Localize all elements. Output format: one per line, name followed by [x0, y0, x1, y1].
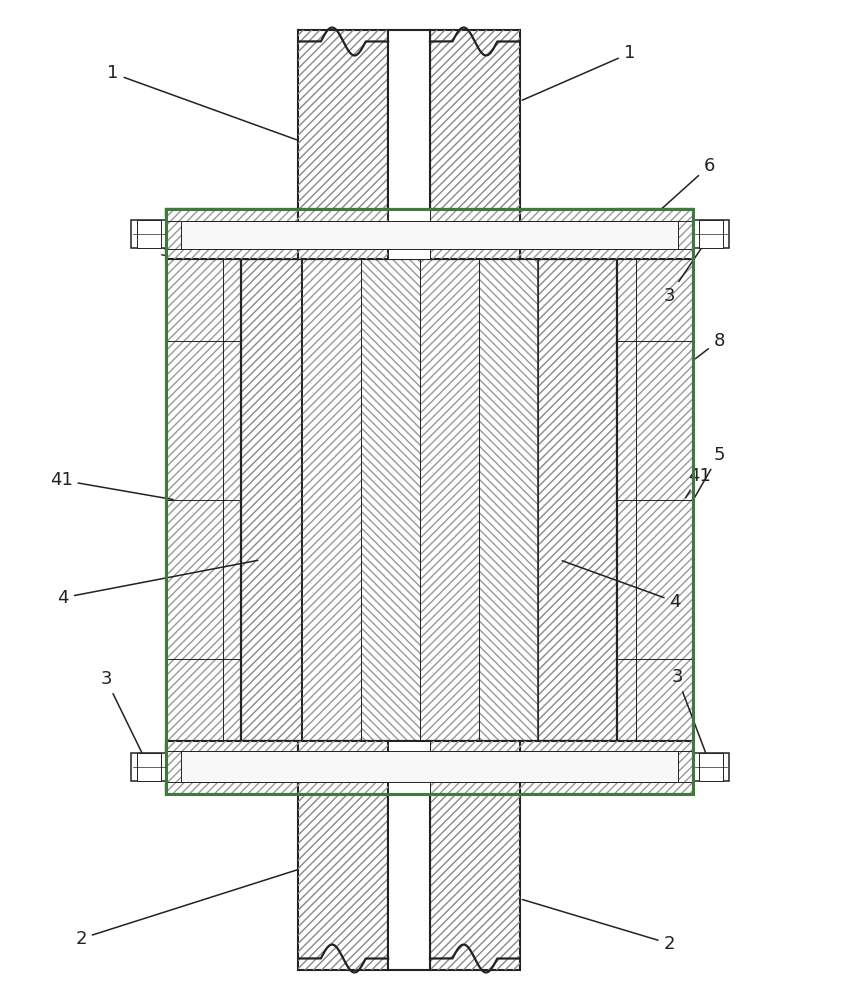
Text: 2: 2 [76, 870, 298, 948]
Bar [241, 259, 302, 741]
Bar [420, 259, 478, 741]
Bar [166, 741, 298, 794]
Bar [166, 741, 298, 794]
Bar [520, 209, 693, 259]
Bar [388, 30, 430, 243]
Bar [618, 209, 693, 794]
Bar [420, 259, 478, 741]
Bar [430, 209, 520, 259]
Bar [166, 209, 241, 794]
Bar [298, 30, 388, 243]
Bar [538, 259, 618, 741]
Text: 1: 1 [522, 44, 635, 100]
Text: 3: 3 [151, 236, 172, 260]
Bar [520, 741, 693, 794]
Text: 2: 2 [522, 900, 675, 953]
Bar [430, 30, 520, 243]
Bar [137, 220, 161, 248]
Text: 5: 5 [695, 446, 725, 498]
Bar [180, 751, 679, 782]
Bar [693, 753, 729, 781]
Bar [430, 757, 520, 970]
Bar [478, 259, 538, 741]
Bar [166, 209, 298, 259]
Bar [241, 259, 302, 741]
Bar [298, 757, 388, 970]
Bar [388, 209, 430, 259]
Bar [166, 209, 298, 259]
Bar [699, 220, 723, 248]
Bar [166, 209, 693, 259]
Text: 8: 8 [695, 332, 725, 359]
Bar [520, 209, 693, 259]
Bar [618, 209, 693, 794]
Bar [302, 259, 362, 741]
Bar [430, 30, 520, 243]
Bar [362, 259, 420, 741]
Bar [298, 741, 388, 794]
Text: 4: 4 [562, 561, 681, 611]
Bar [362, 259, 420, 741]
Text: 6: 6 [661, 157, 715, 209]
Bar [430, 757, 520, 970]
Text: 3: 3 [663, 236, 710, 305]
Bar [538, 259, 618, 741]
Bar [478, 259, 538, 741]
Bar [137, 753, 161, 781]
Bar [298, 209, 388, 259]
Bar [388, 757, 430, 970]
Bar [298, 757, 388, 970]
Bar [693, 220, 729, 248]
Bar [699, 753, 723, 781]
Text: 1: 1 [107, 64, 298, 140]
Bar [520, 741, 693, 794]
Bar [302, 259, 362, 741]
Bar [166, 741, 693, 794]
Bar [430, 741, 520, 794]
Bar [298, 30, 388, 243]
Bar [131, 753, 167, 781]
Bar [430, 209, 520, 259]
Text: 41: 41 [50, 471, 173, 500]
Text: 4: 4 [58, 560, 258, 607]
Bar [131, 220, 167, 248]
Bar [166, 209, 693, 794]
Text: 7: 7 [662, 232, 715, 250]
Bar [166, 209, 241, 794]
Bar [388, 741, 430, 794]
Text: 3: 3 [672, 668, 710, 765]
Bar [298, 209, 388, 259]
Bar [241, 259, 618, 741]
Text: 3: 3 [101, 670, 148, 765]
Bar [298, 741, 388, 794]
Bar [430, 741, 520, 794]
Bar [180, 221, 679, 249]
Text: 41: 41 [685, 467, 710, 498]
